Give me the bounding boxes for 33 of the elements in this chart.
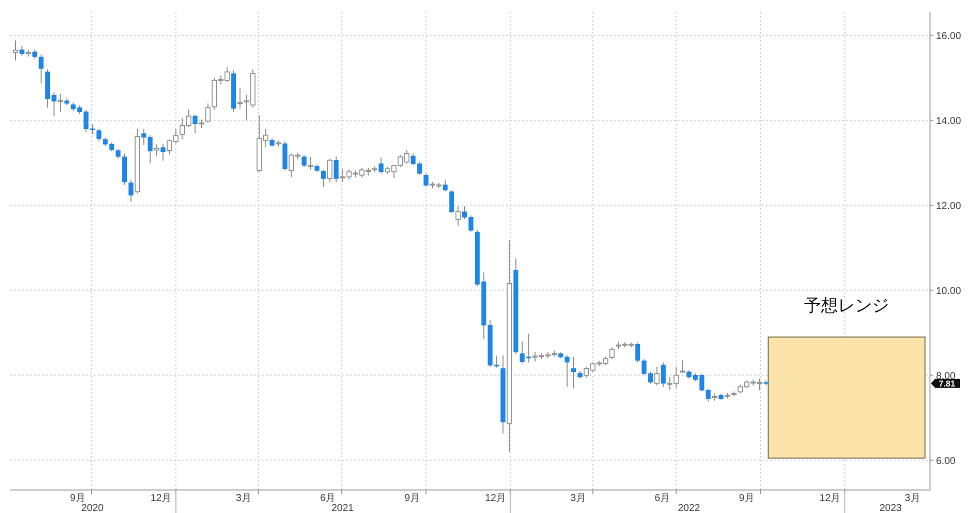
candlestick	[205, 102, 211, 123]
x-tick-label: 3月	[570, 493, 586, 504]
candlestick	[609, 346, 615, 360]
candlestick	[154, 144, 160, 157]
x2-tick-label: 2021	[332, 503, 354, 513]
candlestick	[455, 206, 461, 226]
candlestick	[12, 40, 18, 61]
x-tick-label: 12月	[150, 493, 172, 504]
candlestick	[654, 366, 660, 386]
y-tick-label: 10.00	[936, 286, 962, 297]
x-tick-label: 3月	[904, 493, 920, 504]
x-tick-label: 3月	[236, 493, 252, 504]
candlestick	[308, 156, 314, 170]
x-tick-label: 12月	[820, 493, 841, 504]
y-tick-label: 14.00	[936, 116, 962, 127]
candlestick	[96, 128, 102, 142]
x-tick-label: 9月	[738, 493, 755, 504]
x2-tick-label: 2023	[879, 503, 902, 513]
candlestick	[571, 356, 576, 389]
x-tick-label: 12月	[485, 493, 506, 504]
x2-tick-label: 2020	[81, 503, 104, 513]
x2-tick-label: 2022	[678, 503, 701, 513]
x-tick-label: 6月	[320, 493, 336, 504]
candlestick	[680, 360, 686, 374]
x-tick-label: 9月	[404, 493, 420, 504]
candlestick	[58, 94, 64, 112]
x-tick-label: 6月	[654, 493, 670, 504]
y-tick-label: 16.00	[936, 30, 962, 42]
y-tick-label: 6.00	[936, 456, 956, 467]
candlestick	[327, 158, 332, 182]
x-tick-label: 9月	[70, 493, 86, 504]
y-tick-label: 12.00	[936, 200, 962, 212]
band-label: 予想レンジ	[804, 296, 890, 316]
